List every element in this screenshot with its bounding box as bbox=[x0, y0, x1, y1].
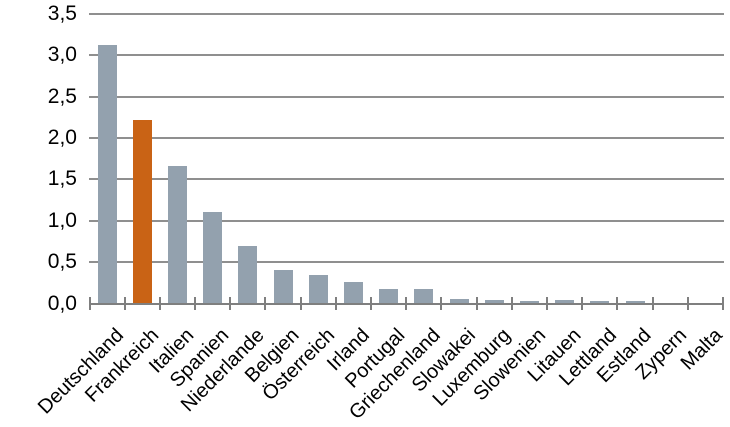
y-tick-label: 3,0 bbox=[47, 43, 77, 67]
bar bbox=[238, 246, 258, 304]
x-axis-tick bbox=[88, 296, 91, 310]
x-axis-tick bbox=[229, 296, 232, 310]
gridline bbox=[88, 261, 724, 264]
y-tick-label: 2,0 bbox=[47, 126, 77, 150]
x-axis-tick bbox=[194, 296, 197, 310]
x-category-label: Malta bbox=[676, 323, 727, 374]
y-tick-label: 0,5 bbox=[47, 250, 77, 274]
bar bbox=[203, 211, 223, 304]
x-axis-tick bbox=[334, 296, 337, 310]
gridline bbox=[88, 219, 724, 222]
bar bbox=[97, 44, 117, 304]
y-tick-label: 2,5 bbox=[47, 84, 77, 108]
bar bbox=[167, 166, 187, 304]
bar bbox=[308, 275, 328, 304]
x-axis-tick bbox=[123, 296, 126, 310]
bar bbox=[449, 298, 469, 304]
x-axis-tick bbox=[299, 296, 302, 310]
gridline bbox=[88, 178, 724, 181]
y-tick-label: 1,5 bbox=[47, 167, 77, 191]
bar bbox=[590, 301, 610, 304]
y-tick-label: 0,0 bbox=[47, 291, 77, 315]
bar bbox=[555, 299, 575, 304]
y-tick-label: 1,0 bbox=[47, 208, 77, 232]
bar bbox=[519, 300, 539, 304]
x-axis-tick bbox=[616, 296, 619, 310]
bar-highlighted bbox=[132, 119, 152, 304]
bar bbox=[414, 289, 434, 304]
gridline bbox=[88, 13, 724, 15]
x-axis-tick bbox=[722, 296, 724, 310]
bar bbox=[379, 288, 399, 304]
x-axis-tick bbox=[510, 296, 513, 310]
bar bbox=[273, 269, 293, 304]
x-axis-tick bbox=[440, 296, 443, 310]
gridline bbox=[88, 95, 724, 98]
gridline bbox=[88, 137, 724, 140]
x-axis-tick bbox=[686, 296, 689, 310]
x-axis-tick bbox=[264, 296, 267, 310]
x-axis-tick bbox=[475, 296, 478, 310]
x-axis-tick bbox=[651, 296, 654, 310]
x-axis-tick bbox=[546, 296, 549, 310]
bar bbox=[484, 300, 504, 304]
bar bbox=[625, 301, 645, 304]
x-axis-tick bbox=[370, 296, 373, 310]
x-axis-tick bbox=[405, 296, 408, 310]
bar bbox=[343, 281, 363, 304]
y-tick-label: 3,5 bbox=[47, 2, 77, 25]
gridline bbox=[88, 54, 724, 57]
x-axis-tick bbox=[581, 296, 584, 310]
x-axis-tick bbox=[158, 296, 161, 310]
